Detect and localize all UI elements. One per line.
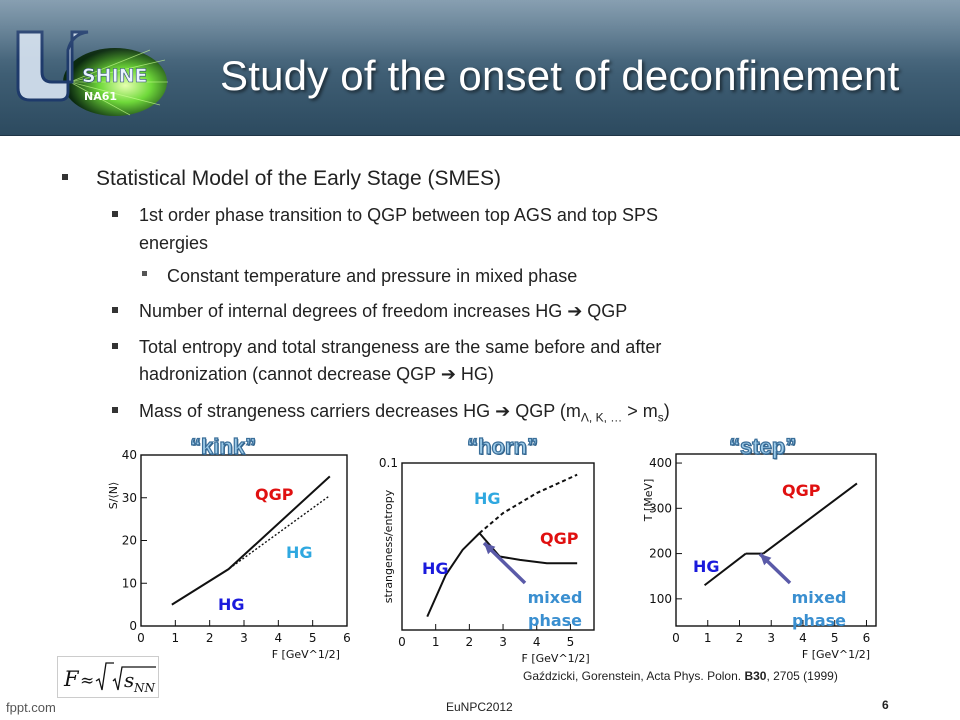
chart2-y-tick-label: 0.1 — [379, 456, 398, 470]
bullet-entropy-line2: hadronization (cannot decrease QGP ➔ HG) — [139, 364, 494, 384]
formula-var: s — [124, 668, 134, 692]
formula-box: F ≈ s NN — [57, 656, 159, 698]
horn-label-qgp: QGP — [540, 529, 579, 548]
chart1-series-qgp — [171, 475, 331, 606]
chart3-x-tick-label: 0 — [672, 631, 680, 645]
bullet-strangeness-mass: Mass of strangeness carriers decreases H… — [139, 399, 670, 430]
chart2-x-tick-label: 2 — [466, 635, 474, 649]
step-label-mixed: mixed — [792, 588, 847, 607]
chart1-y-tick-label: 0 — [129, 619, 137, 633]
citation-pages: , 2705 (1999) — [766, 669, 838, 683]
formula-f-sqrt-snn: F ≈ s NN — [63, 662, 156, 695]
chart3-x-tick-label: 2 — [736, 631, 744, 645]
conference-name: EuNPC2012 — [446, 700, 513, 714]
bullet-degrees-of-freedom: Number of internal degrees of freedom in… — [139, 301, 628, 321]
horn-label-mixed: mixed — [528, 588, 583, 607]
bullet-strangeness-mass-end: ) — [663, 401, 670, 421]
chart3-ylabel: T [MeV] — [642, 479, 655, 523]
chart1-x-tick-label: 2 — [206, 631, 214, 645]
logo-subtext: NA61 — [84, 90, 117, 103]
bullet-marker — [112, 343, 118, 349]
chart2-xlabel: F [GeV^1/2] — [522, 652, 590, 665]
bullet-constant-temperature: Constant temperature and pressure in mix… — [167, 266, 578, 286]
page-number: 6 — [882, 698, 889, 712]
chart1-x-tick-label: 1 — [172, 631, 180, 645]
subscript-lambda-k: Λ, K, … — [580, 410, 623, 425]
chart1-y-tick-label: 20 — [122, 534, 137, 548]
chart2-x-tick-label: 0 — [398, 635, 406, 649]
step-title: “step” — [728, 433, 797, 459]
bullet-strangeness-mass-gt: > m — [622, 401, 658, 421]
slide-header: SHINE NA61 Study of the onset of deconfi… — [0, 0, 960, 136]
chart2-frame — [401, 462, 595, 631]
chart3-frame — [675, 453, 877, 627]
bullet-strangeness-mass-text: Mass of strangeness carriers decreases H… — [139, 401, 581, 421]
chart3-x-tick-label: 4 — [799, 631, 807, 645]
bullet-marker — [142, 271, 147, 276]
step-label-phase: phase — [792, 611, 846, 630]
bullet-phase-transition-line2: energies — [139, 233, 209, 253]
chart3-x-tick-label: 1 — [704, 631, 712, 645]
chart2-series-hg-dashed — [478, 473, 578, 534]
kink-label-hg-upper: HG — [286, 543, 313, 562]
chart1-y-tick-label: 10 — [122, 576, 137, 590]
step-label-qgp: QGP — [782, 481, 821, 500]
formula-approx: ≈ — [80, 671, 94, 691]
citation-authors: Gaździcki, Gorenstein, Acta Phys. Polon. — [523, 669, 745, 683]
logo-text: SHINE — [82, 65, 148, 87]
kink-title: “kink” — [189, 433, 257, 459]
chart3-series-hg — [703, 552, 747, 587]
chart1-x-tick-label: 5 — [309, 631, 317, 645]
chart3-xlabel: F [GeV^1/2] — [802, 648, 870, 661]
step-mixed-phase-arrow-head — [760, 554, 772, 566]
bullet-marker — [112, 307, 118, 313]
formula-radical — [95, 662, 156, 691]
chart3-y-tick-label: 200 — [649, 547, 672, 561]
chart2-x-tick-label: 1 — [432, 635, 440, 649]
bullet-marker — [112, 211, 118, 217]
chart1-y-tick-label: 40 — [122, 448, 137, 462]
bullet-phase-transition-line1: 1st order phase transition to QGP betwee… — [139, 205, 658, 225]
fppt-watermark: fppt.com — [6, 700, 56, 715]
chart3-series-qgp — [762, 482, 858, 555]
chart3-x-tick-label: 6 — [863, 631, 871, 645]
horn-label-hg-upper: HG — [474, 489, 501, 508]
chart1-x-tick-label: 3 — [240, 631, 248, 645]
formula-sub: NN — [133, 681, 156, 695]
chart1-x-tick-label: 0 — [137, 631, 145, 645]
chart3-y-tick-label: 400 — [649, 456, 672, 470]
subscript-s: s — [657, 410, 664, 425]
chart3-x-tick-label: 5 — [831, 631, 839, 645]
chart1-x-tick-label: 6 — [343, 631, 351, 645]
chart1-xlabel: F [GeV^1/2] — [272, 648, 340, 661]
chart1-x-tick-label: 4 — [275, 631, 283, 645]
chart2-x-tick-label: 3 — [499, 635, 507, 649]
chart2-ylabel: strangeness/entropy — [382, 489, 395, 603]
chart2-x-tick-label: 4 — [533, 635, 541, 649]
chart3-y-tick-label: 100 — [649, 592, 672, 606]
chart3-y-tick-label: 300 — [649, 501, 672, 515]
chart1-y-tick-label: 30 — [122, 491, 137, 505]
chart2-x-tick-label: 5 — [567, 635, 575, 649]
chart3-x-tick-label: 3 — [767, 631, 775, 645]
bullet-entropy-line1: Total entropy and total strangeness are … — [139, 337, 662, 357]
kink-label-qgp: QGP — [255, 485, 294, 504]
bullet-marker — [62, 174, 68, 180]
citation-volume: B30 — [744, 669, 767, 683]
step-label-hg: HG — [693, 557, 720, 576]
horn-label-hg-lower: HG — [422, 559, 449, 578]
horn-title: “horn” — [466, 433, 538, 459]
formula-lhs: F — [63, 667, 80, 691]
citation: Gaździcki, Gorenstein, Acta Phys. Polon.… — [523, 669, 838, 683]
chart2-series-hg-solid — [426, 532, 481, 618]
chart1-ylabel: S/⟨N⟩ — [107, 482, 120, 510]
bullet-marker — [112, 407, 118, 413]
bullet-smes: Statistical Model of the Early Stage (SM… — [96, 167, 501, 190]
horn-label-phase: phase — [528, 611, 582, 630]
horn-mixed-phase-arrow-head — [484, 543, 496, 555]
kink-label-hg-lower: HG — [218, 595, 245, 614]
